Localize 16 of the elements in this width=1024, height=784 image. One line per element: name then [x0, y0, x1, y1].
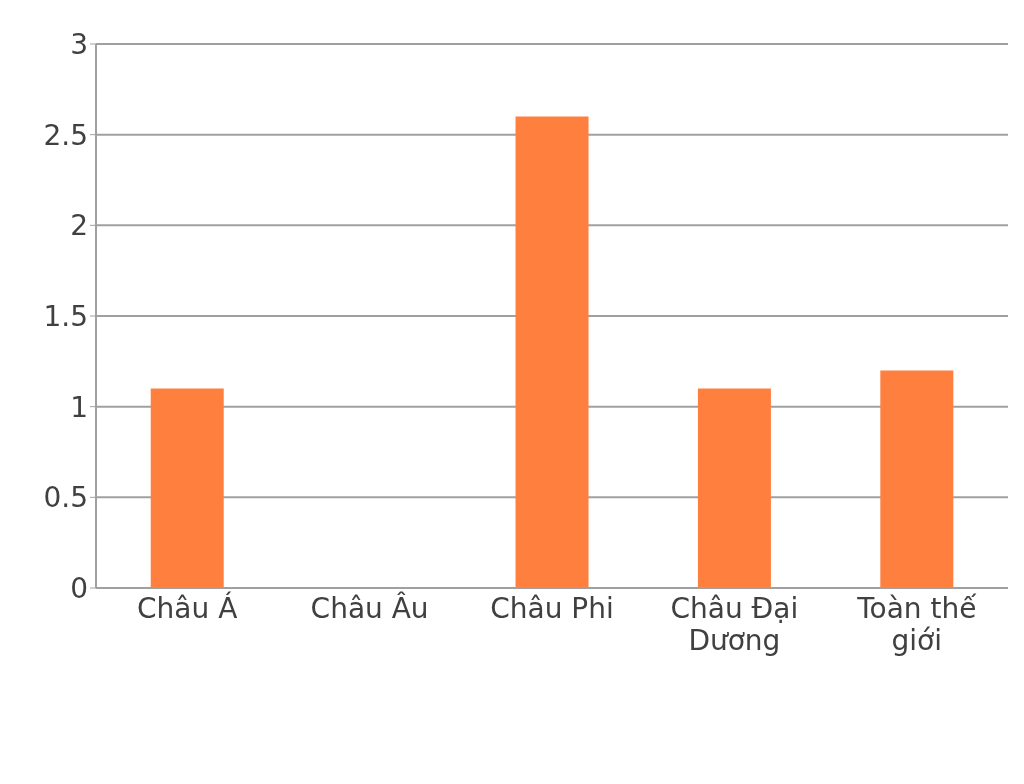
- bar: [515, 116, 589, 588]
- x-tick-label: Châu Đại Dương: [670, 592, 799, 657]
- x-tick-label: Châu Phi: [490, 592, 614, 625]
- y-tick-label: 0.5: [43, 481, 88, 515]
- bar: [880, 370, 954, 588]
- x-tick-label: Châu Âu: [310, 591, 429, 625]
- bar: [150, 388, 224, 588]
- y-tick-label: 2: [70, 209, 88, 243]
- x-tick-label: Toàn thế giới: [856, 592, 978, 657]
- y-tick-label: 2.5: [43, 118, 88, 152]
- y-tick-label: 1: [70, 390, 88, 424]
- y-tick-label: 0: [70, 571, 88, 605]
- y-tick-label: 1.5: [43, 299, 88, 333]
- x-tick-label: Châu Á: [137, 591, 238, 625]
- bar: [697, 388, 771, 588]
- y-tick-label: 3: [70, 27, 88, 61]
